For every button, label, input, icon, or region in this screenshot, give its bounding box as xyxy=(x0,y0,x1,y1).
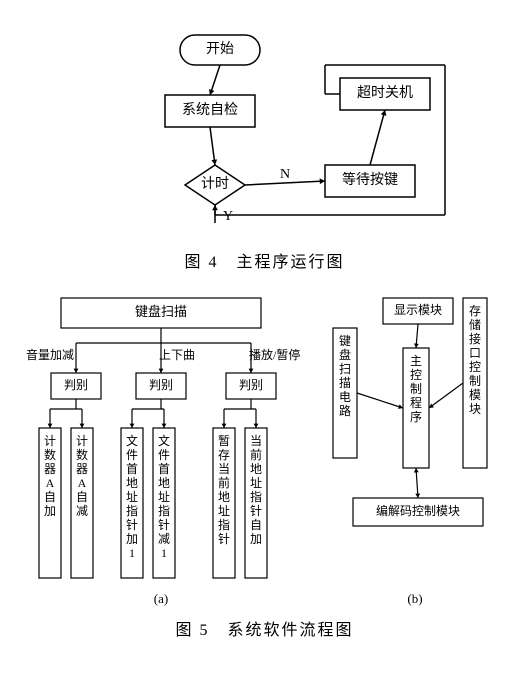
fig4-flowchart: 开始系统自检计时 等待按键 超时关机 N Y xyxy=(10,10,490,240)
fig5b-blockdiagram: 键盘扫描电路显示模块主控制程序存储接口控制模块编解码控制模块(b) xyxy=(323,288,508,608)
svg-text:计: 计 xyxy=(44,434,56,448)
svg-text:A: A xyxy=(46,476,55,490)
svg-text:数: 数 xyxy=(44,447,56,462)
svg-text:器: 器 xyxy=(44,462,56,476)
svg-text:首: 首 xyxy=(158,462,170,476)
svg-text:针: 针 xyxy=(218,531,230,546)
fig4-caption: 图 4 主程序运行图 xyxy=(10,248,509,272)
svg-text:址: 址 xyxy=(158,490,170,504)
svg-text:模: 模 xyxy=(469,388,481,402)
svg-text:控: 控 xyxy=(469,360,481,374)
svg-text:自: 自 xyxy=(44,490,56,504)
fig5a-flowchart: 键盘扫描音量加减判别计数器A自加计数器A自减上下曲判别文件首地址指针加1文件首地… xyxy=(21,288,301,608)
svg-text:针: 针 xyxy=(126,517,138,532)
svg-text:程: 程 xyxy=(410,395,422,410)
svg-text:制: 制 xyxy=(410,382,422,396)
svg-text:播放/暂停: 播放/暂停 xyxy=(249,347,300,362)
svg-text:自: 自 xyxy=(76,490,88,504)
svg-text:地: 地 xyxy=(218,490,230,504)
svg-text:计时: 计时 xyxy=(201,176,229,192)
svg-text:(a): (a) xyxy=(154,591,168,606)
svg-text:控: 控 xyxy=(410,368,422,382)
svg-text:址: 址 xyxy=(126,490,138,504)
svg-text:判别: 判别 xyxy=(64,378,88,392)
svg-text:器: 器 xyxy=(76,462,88,476)
svg-text:减: 减 xyxy=(76,504,88,518)
svg-text:A: A xyxy=(78,476,87,490)
svg-text:加: 加 xyxy=(126,532,138,546)
svg-text:超时关机: 超时关机 xyxy=(357,85,413,101)
svg-text:编解码控制模块: 编解码控制模块 xyxy=(376,503,460,518)
svg-text:上下曲: 上下曲 xyxy=(159,348,195,362)
svg-text:判别: 判别 xyxy=(239,378,263,392)
svg-text:1: 1 xyxy=(129,546,135,560)
svg-text:音量加减: 音量加减 xyxy=(26,347,74,362)
svg-text:件: 件 xyxy=(158,448,170,462)
svg-text:电: 电 xyxy=(339,390,351,404)
svg-text:地: 地 xyxy=(250,462,262,476)
svg-text:址: 址 xyxy=(250,476,262,490)
svg-text:制: 制 xyxy=(469,374,481,388)
svg-text:前: 前 xyxy=(218,475,230,490)
svg-text:计: 计 xyxy=(76,434,88,448)
svg-text:前: 前 xyxy=(250,447,262,462)
svg-text:判别: 判别 xyxy=(149,378,173,392)
svg-text:主: 主 xyxy=(410,354,422,368)
svg-text:针: 针 xyxy=(158,517,170,532)
svg-text:减: 减 xyxy=(158,532,170,546)
svg-text:等待按键: 等待按键 xyxy=(342,171,398,188)
svg-text:存: 存 xyxy=(218,448,230,462)
svg-text:N: N xyxy=(280,167,290,182)
svg-text:针: 针 xyxy=(250,503,262,518)
svg-text:接: 接 xyxy=(469,331,481,346)
svg-text:自: 自 xyxy=(250,518,262,532)
svg-text:1: 1 xyxy=(161,546,167,560)
svg-text:地: 地 xyxy=(158,476,170,490)
svg-text:址: 址 xyxy=(218,504,230,518)
svg-text:地: 地 xyxy=(126,476,138,490)
svg-text:首: 首 xyxy=(126,462,138,476)
svg-text:指: 指 xyxy=(126,503,138,518)
svg-text:件: 件 xyxy=(126,448,138,462)
svg-text:储: 储 xyxy=(469,317,481,332)
svg-text:加: 加 xyxy=(44,504,56,518)
svg-text:指: 指 xyxy=(250,489,262,504)
svg-text:数: 数 xyxy=(76,447,88,462)
svg-text:序: 序 xyxy=(410,409,422,424)
svg-text:键盘扫描: 键盘扫描 xyxy=(135,304,187,319)
svg-text:当: 当 xyxy=(250,434,262,448)
svg-text:路: 路 xyxy=(339,403,351,418)
svg-text:口: 口 xyxy=(469,346,481,360)
svg-text:盘: 盘 xyxy=(339,347,351,362)
svg-text:当: 当 xyxy=(218,462,230,476)
svg-text:描: 描 xyxy=(339,376,351,390)
svg-text:键: 键 xyxy=(339,334,351,348)
svg-text:开始: 开始 xyxy=(206,41,234,57)
svg-text:文: 文 xyxy=(126,433,138,448)
svg-text:(b): (b) xyxy=(407,591,422,606)
svg-text:加: 加 xyxy=(250,532,262,546)
svg-text:块: 块 xyxy=(469,402,481,416)
svg-text:扫: 扫 xyxy=(339,362,351,376)
svg-text:系统自检: 系统自检 xyxy=(182,102,238,118)
svg-text:存: 存 xyxy=(469,304,481,318)
svg-text:文: 文 xyxy=(158,433,170,448)
fig5-caption: 图 5 系统软件流程图 xyxy=(10,616,509,640)
svg-text:Y: Y xyxy=(223,209,233,224)
svg-text:显示模块: 显示模块 xyxy=(394,303,442,317)
svg-text:指: 指 xyxy=(158,503,170,518)
svg-text:暂: 暂 xyxy=(218,434,230,448)
svg-text:指: 指 xyxy=(218,517,230,532)
